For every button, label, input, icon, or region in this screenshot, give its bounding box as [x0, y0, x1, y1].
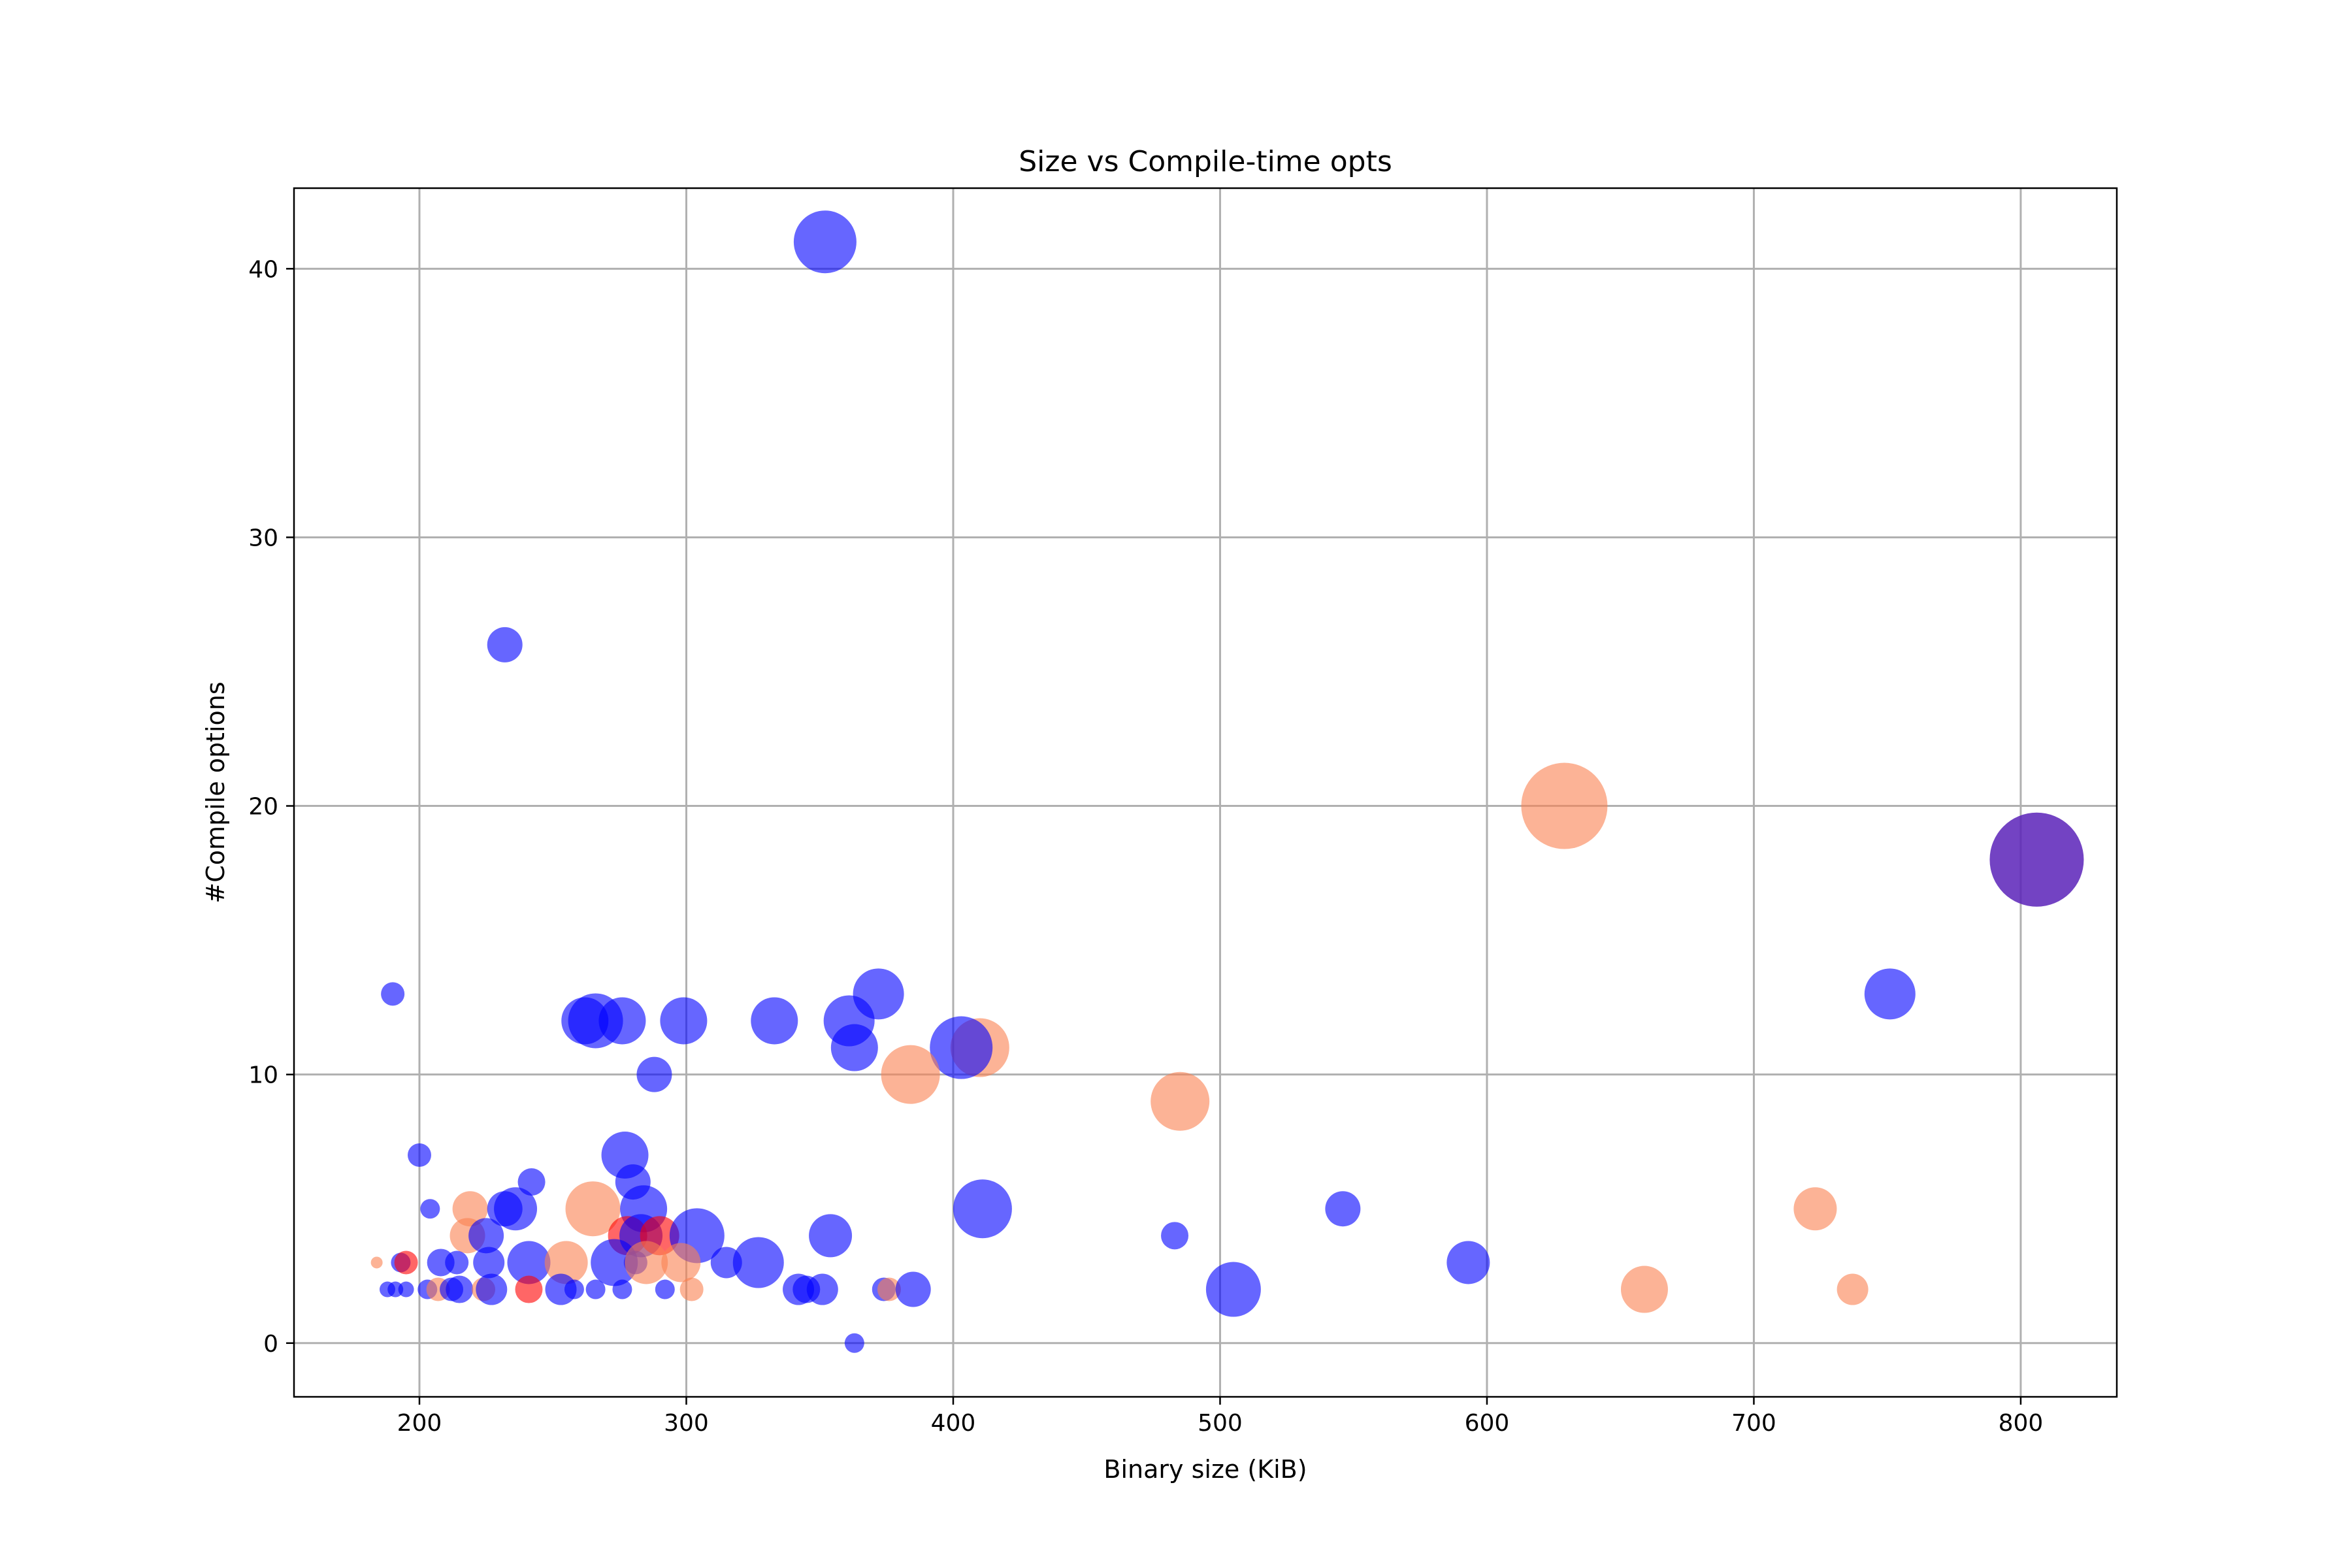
data-point — [398, 1281, 414, 1298]
data-point — [1793, 1187, 1837, 1231]
data-point — [476, 1273, 508, 1305]
data-point — [806, 1273, 838, 1305]
x-tick-label: 700 — [1731, 1410, 1776, 1437]
data-point — [515, 1275, 543, 1303]
data-point — [452, 1191, 488, 1227]
x-axis-label: Binary size (KiB) — [1103, 1455, 1307, 1484]
data-point — [844, 1333, 864, 1353]
data-point — [1205, 1262, 1261, 1317]
x-tick-label: 300 — [664, 1410, 709, 1437]
data-point — [1864, 968, 1916, 1020]
data-point — [585, 1279, 606, 1299]
data-point — [564, 1279, 584, 1299]
data-point — [394, 1250, 418, 1275]
data-point — [953, 1179, 1012, 1239]
data-point — [445, 1250, 469, 1275]
x-tick-label: 400 — [931, 1410, 976, 1437]
data-point — [830, 1024, 878, 1071]
data-point — [679, 1277, 704, 1301]
data-point — [598, 997, 646, 1045]
data-point — [420, 1199, 440, 1219]
x-tick-label: 600 — [1465, 1410, 1510, 1437]
data-point — [1446, 1241, 1490, 1284]
data-point — [732, 1237, 784, 1288]
data-point — [661, 1243, 701, 1282]
y-tick-label: 40 — [248, 256, 278, 283]
data-points — [370, 210, 2084, 1353]
data-point — [370, 1256, 383, 1269]
data-point — [1989, 812, 2084, 907]
data-point — [1161, 1222, 1189, 1250]
data-point — [381, 982, 405, 1006]
x-tick-label: 800 — [1999, 1410, 2044, 1437]
data-point — [591, 1239, 638, 1286]
y-tick-label: 30 — [248, 525, 278, 551]
data-point — [655, 1279, 675, 1299]
data-point — [487, 627, 523, 662]
data-point — [793, 210, 857, 274]
data-point — [1521, 762, 1608, 849]
data-point — [895, 1271, 931, 1307]
plot-frame — [293, 187, 2118, 1398]
data-point — [473, 1247, 505, 1279]
data-point — [1837, 1273, 1869, 1305]
data-point — [407, 1143, 431, 1167]
x-tick-label: 500 — [1198, 1410, 1243, 1437]
data-point — [660, 997, 708, 1045]
data-point — [877, 1277, 901, 1301]
data-point — [625, 1241, 668, 1284]
data-point — [507, 1241, 551, 1284]
y-tick-label: 10 — [248, 1062, 278, 1089]
data-point — [517, 1168, 546, 1196]
data-point — [544, 1241, 588, 1284]
data-point — [446, 1275, 474, 1303]
data-point — [468, 1218, 504, 1254]
data-point — [636, 1056, 672, 1092]
data-point — [494, 1187, 538, 1231]
data-point — [930, 1016, 993, 1079]
grid-lines — [294, 188, 2117, 1397]
chart-title: Size vs Compile-time opts — [1019, 145, 1392, 178]
data-point — [612, 1279, 632, 1299]
y-axis-label: #Compile options — [201, 681, 230, 903]
data-point — [565, 1181, 621, 1237]
data-point — [881, 1045, 940, 1104]
data-point — [1151, 1071, 1210, 1131]
data-point — [751, 997, 798, 1045]
y-tick-label: 0 — [263, 1331, 278, 1358]
y-tick-label: 20 — [248, 794, 278, 821]
axis-ticks: 200 300 400 500 600 700 800 0 10 20 30 40 — [248, 256, 2043, 1437]
x-tick-label: 200 — [397, 1410, 442, 1437]
data-point — [1325, 1191, 1361, 1227]
data-point — [1620, 1266, 1668, 1313]
data-point — [809, 1214, 853, 1258]
